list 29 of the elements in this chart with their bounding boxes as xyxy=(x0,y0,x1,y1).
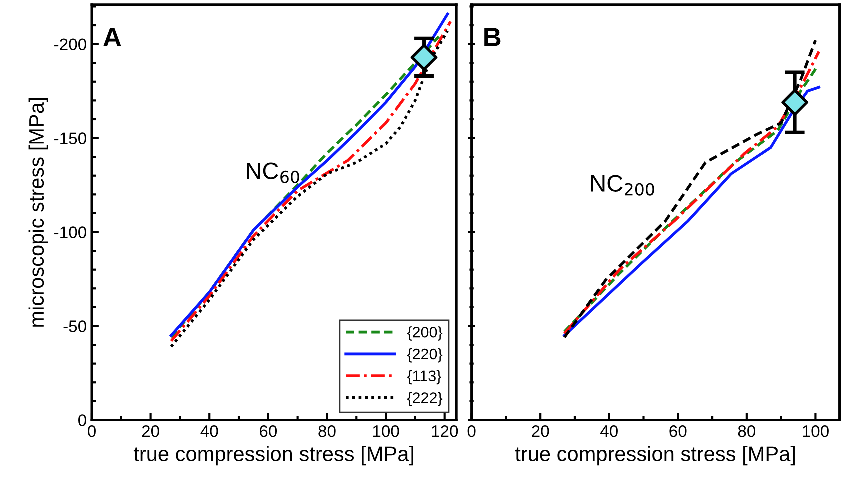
x-tick-label: 20 xyxy=(142,426,160,438)
x-axis-title: true compression stress [MPa] xyxy=(134,446,414,466)
y-tick-label: -150 xyxy=(54,132,86,144)
annotation: NC$_{200}$ xyxy=(591,175,654,196)
x-tick-label: 40 xyxy=(600,426,618,438)
legend-label: {220} xyxy=(407,348,443,363)
legend-label: {113} xyxy=(407,370,442,385)
x-tick-label: 100 xyxy=(803,426,829,438)
x-tick-label: 60 xyxy=(260,426,278,438)
legend-label: {222} xyxy=(407,392,443,406)
annotation: NC$_{60}$ xyxy=(247,162,300,184)
y-axis-title: microscopic stress [MPa] xyxy=(28,98,48,327)
y-tick-label: -200 xyxy=(54,38,86,51)
annotation: B xyxy=(484,28,501,46)
y-tick-label: 0 xyxy=(78,414,86,426)
x-tick-label: 80 xyxy=(738,426,756,438)
x-tick-label: 100 xyxy=(373,426,400,438)
x-tick-label: 120 xyxy=(432,426,458,438)
y-tick-label: -50 xyxy=(64,320,86,332)
x-tick-label: 0 xyxy=(88,426,96,438)
y-tick-label: -100 xyxy=(54,226,86,238)
x-tick-label: 0 xyxy=(468,426,476,438)
annotation: A xyxy=(104,28,122,46)
x-tick-label: 20 xyxy=(532,426,550,438)
x-axis-title: true compression stress [MPa] xyxy=(515,446,795,466)
legend-label: {200} xyxy=(407,326,443,341)
x-tick-label: 80 xyxy=(318,426,336,438)
x-tick-label: 40 xyxy=(200,426,218,438)
x-tick-label: 60 xyxy=(670,426,687,438)
